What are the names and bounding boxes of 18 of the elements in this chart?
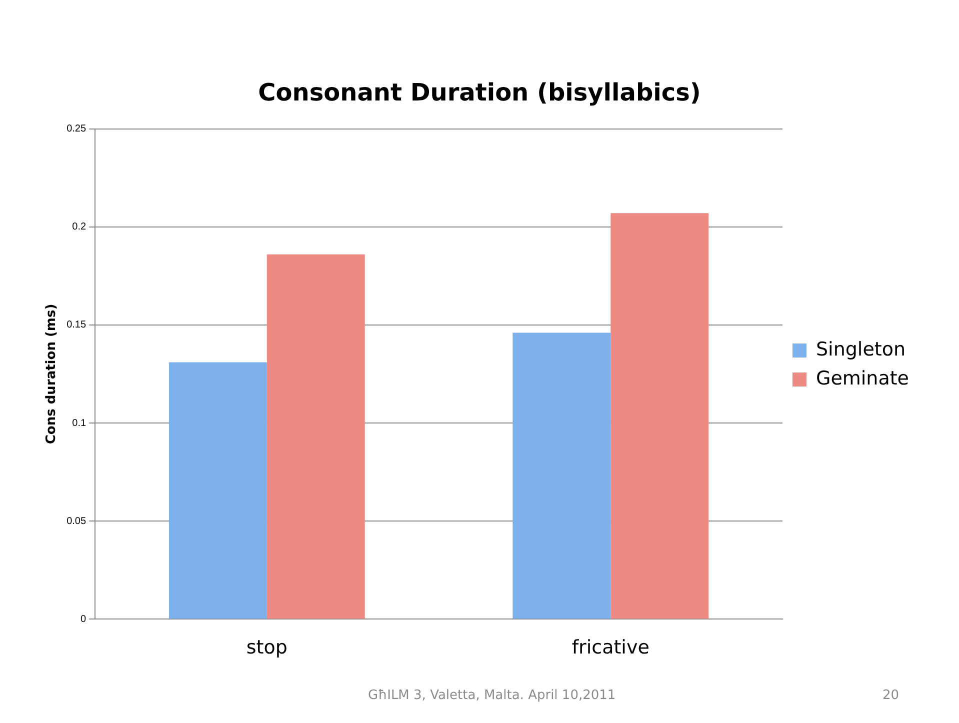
legend-label: Singleton bbox=[816, 338, 906, 360]
bar bbox=[168, 362, 267, 619]
y-tick-label: 0.2 bbox=[72, 222, 86, 233]
bar bbox=[610, 213, 709, 619]
x-tick-label: fricative bbox=[572, 636, 650, 659]
y-tick-label: 0.05 bbox=[66, 516, 86, 527]
chart-title: Consonant Duration (bisyllabics) bbox=[258, 78, 701, 107]
x-tick-label: stop bbox=[246, 636, 288, 659]
bar bbox=[512, 332, 611, 619]
text: GħILM 3, Valetta, Malta. April 10,2011 bbox=[368, 688, 616, 703]
y-tick-label: 0 bbox=[80, 614, 86, 625]
y-tick-label: 0.1 bbox=[72, 418, 86, 429]
y-tick-label: 0.15 bbox=[66, 320, 86, 331]
text: 20 bbox=[882, 688, 899, 703]
legend-label: Geminate bbox=[816, 367, 910, 390]
y-axis-title: Cons duration (ms) bbox=[44, 304, 60, 444]
bar bbox=[266, 254, 365, 619]
y-tick-label: 0.25 bbox=[66, 124, 86, 135]
